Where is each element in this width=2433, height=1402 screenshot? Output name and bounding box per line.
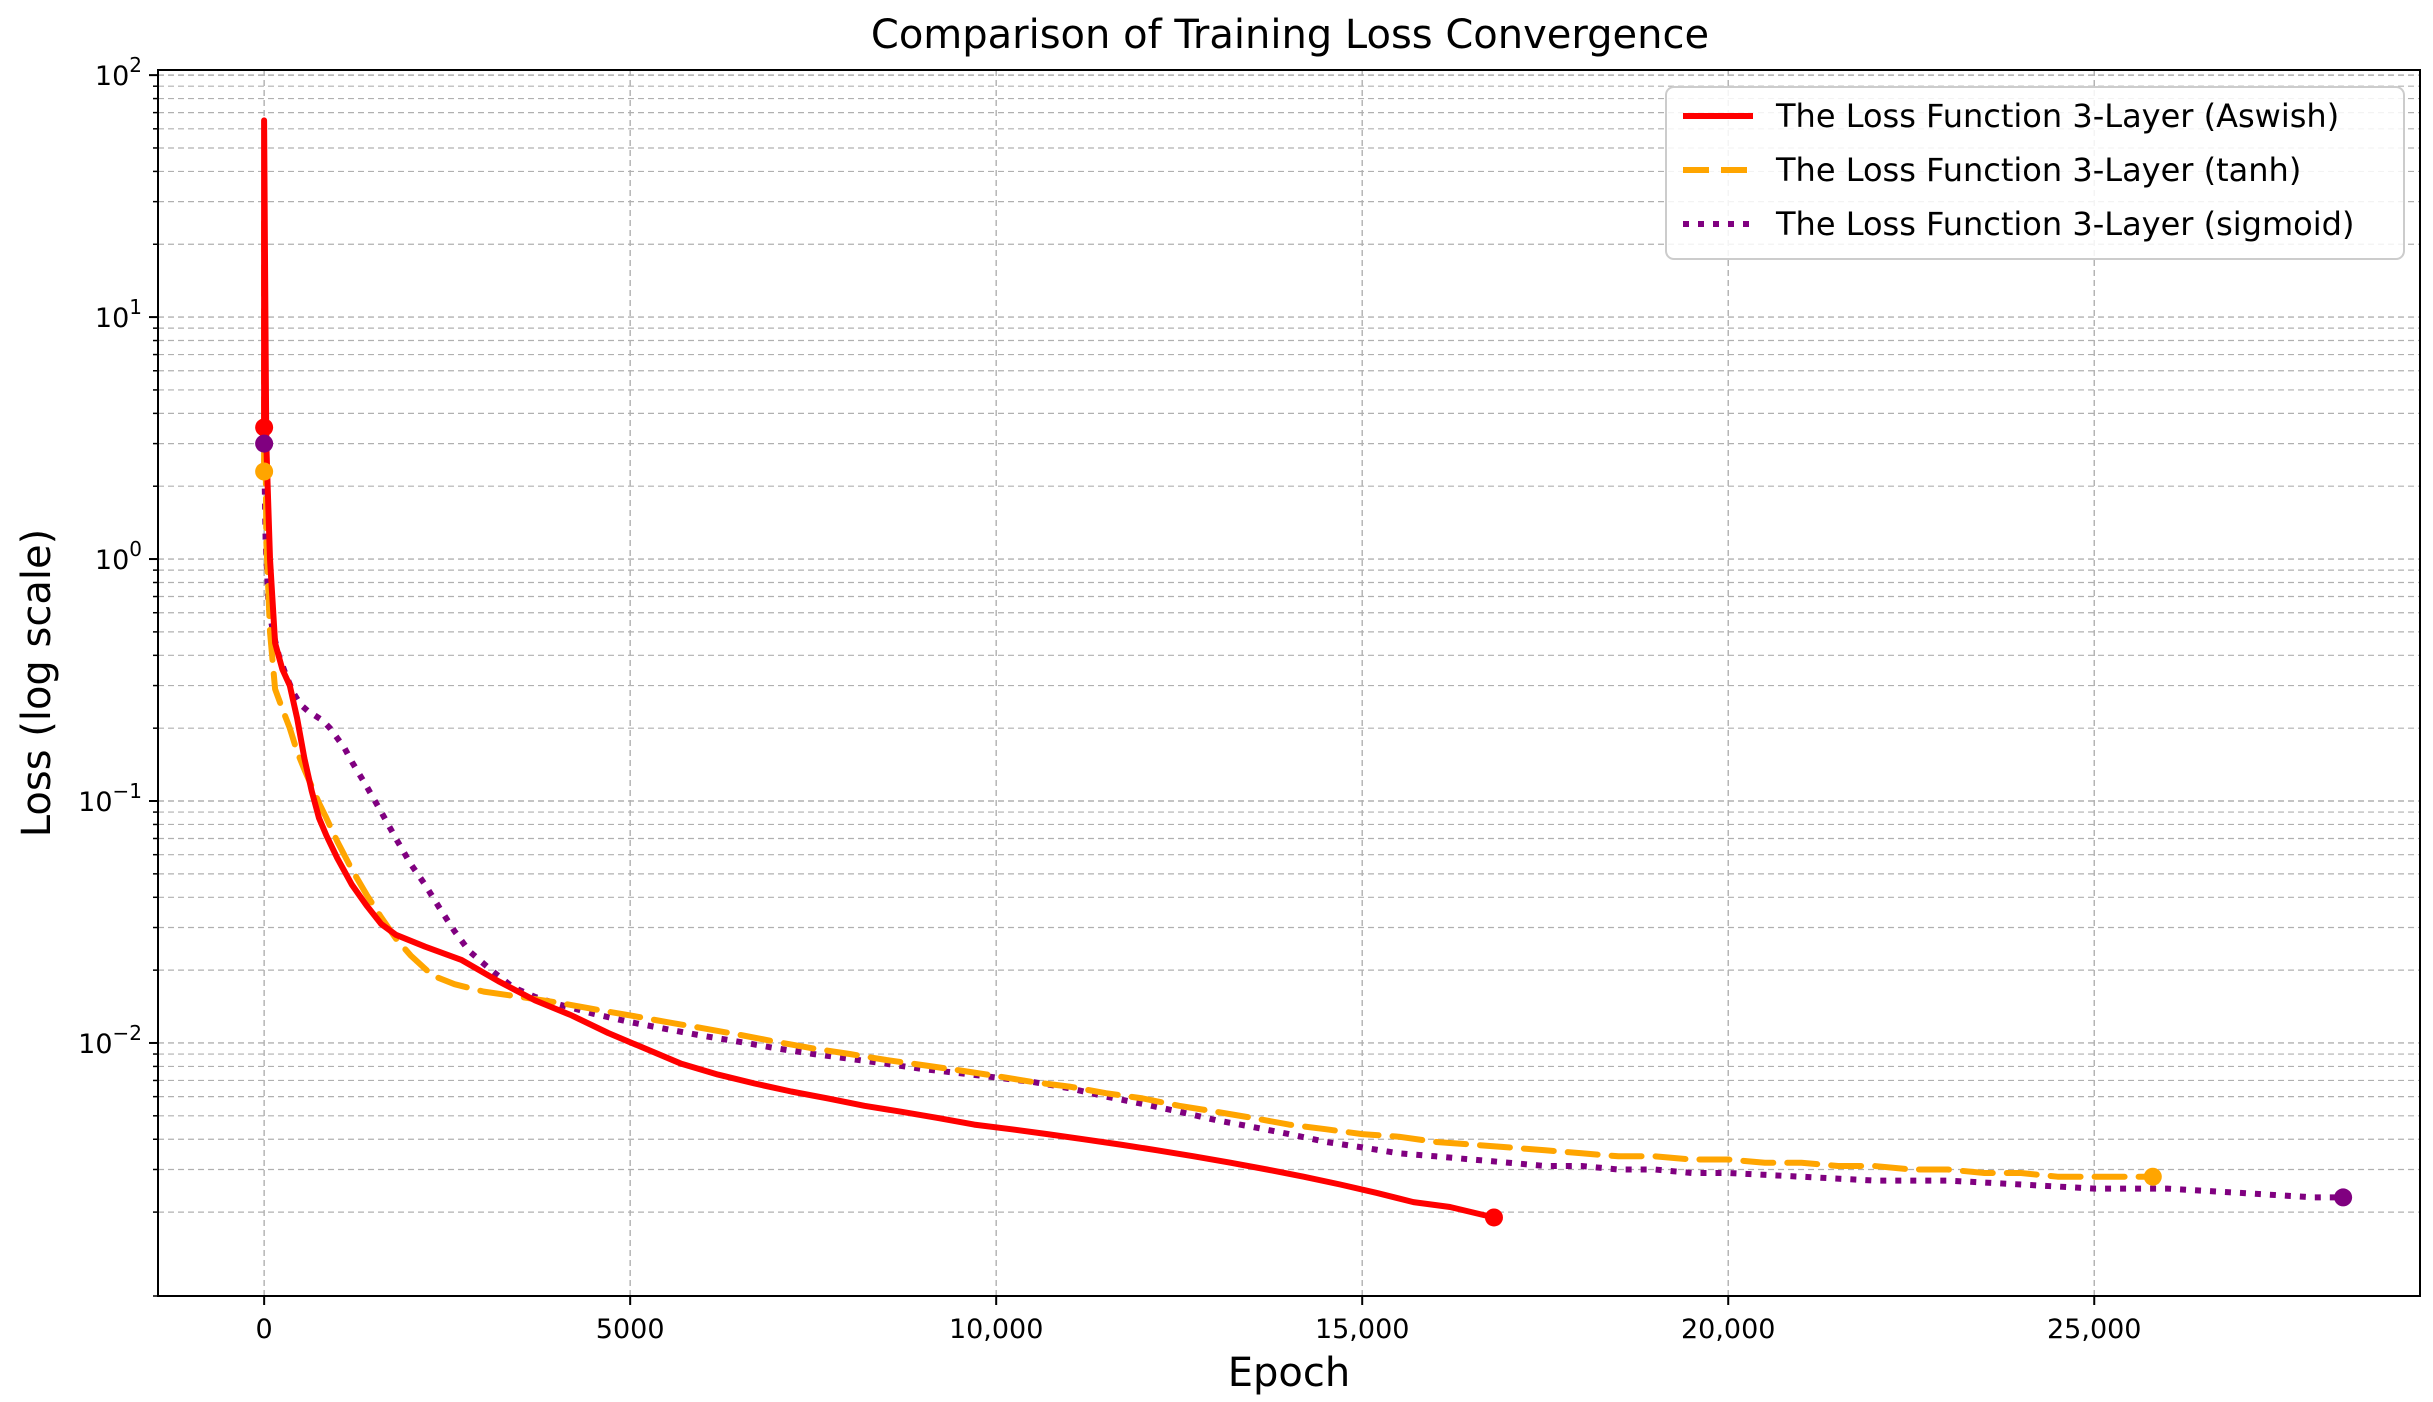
y-tick-base: 10 [95,545,129,576]
x-axis: 0 5000 10,000 15,000 20,000 25,000 [256,1296,2141,1345]
series-line-0 [261,117,1497,1221]
x-tick-label: 10,000 [949,1314,1043,1345]
marker-series-2 [255,434,274,453]
y-tick-exponent: 1 [129,295,142,319]
legend-box [1665,86,2405,260]
legend-label-2: The Loss Function 3-Layer (sigmoid) [1775,205,2354,243]
y-tick-base: 10 [78,787,112,818]
y-tick-label: 101 [95,295,142,334]
marker-series-1 [2143,1167,2162,1186]
y-tick-label: 102 [95,53,142,92]
legend-label-1: The Loss Function 3-Layer (tanh) [1775,151,2301,189]
x-tick-label: 5000 [596,1314,665,1345]
y-tick-base: 10 [95,303,129,334]
x-tick-label: 20,000 [1681,1314,1775,1345]
x-tick-label: 15,000 [1315,1314,1409,1345]
y-tick-exponent: −2 [113,1021,142,1045]
y-tick-base: 10 [95,61,129,92]
legend: The Loss Function 3-Layer (Aswish) The Lo… [1665,86,2405,260]
series-line-1 [261,217,2156,1180]
marker-series-2 [2334,1188,2353,1207]
y-tick-base: 10 [78,1029,112,1060]
y-tick-label: 100 [95,537,142,576]
series-layer [261,117,2344,1221]
x-tick-label: 25,000 [2047,1314,2141,1345]
marker-series-0 [255,418,274,437]
y-tick-label: 10−2 [78,1021,142,1060]
y-tick-exponent: −1 [113,779,142,803]
y-axis-label: Loss (log scale) [14,529,60,837]
y-tick-label: 10−1 [78,779,142,818]
legend-label-0: The Loss Function 3-Layer (Aswish) [1775,97,2339,135]
plot-frame [157,69,2421,1297]
x-axis-label: Epoch [1228,1350,1350,1396]
endpoint-markers [255,418,2353,1227]
x-tick-label: 0 [256,1314,273,1345]
grid-lines [158,70,2420,1297]
marker-series-1 [255,462,274,481]
y-tick-exponent: 2 [129,53,142,77]
y-tick-exponent: 0 [129,537,142,561]
chart-title: Comparison of Training Loss Convergence [871,12,1709,58]
marker-series-0 [1484,1208,1503,1227]
